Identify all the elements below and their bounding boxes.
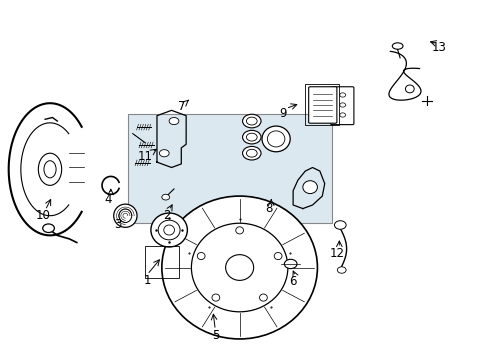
- Text: 13: 13: [431, 41, 446, 54]
- FancyBboxPatch shape: [330, 87, 353, 125]
- Text: 2: 2: [163, 209, 170, 222]
- FancyBboxPatch shape: [308, 87, 336, 123]
- Circle shape: [169, 117, 179, 125]
- Text: 8: 8: [264, 202, 272, 215]
- Text: 9: 9: [279, 107, 286, 120]
- Ellipse shape: [211, 294, 219, 301]
- Ellipse shape: [235, 227, 243, 234]
- Text: 5: 5: [211, 329, 219, 342]
- Ellipse shape: [246, 149, 257, 157]
- Ellipse shape: [197, 252, 204, 260]
- Circle shape: [334, 221, 346, 229]
- Circle shape: [339, 93, 345, 97]
- Ellipse shape: [225, 255, 253, 280]
- Ellipse shape: [405, 85, 413, 93]
- Text: 4: 4: [104, 193, 112, 206]
- Ellipse shape: [158, 220, 180, 240]
- Text: 11: 11: [137, 150, 152, 163]
- Ellipse shape: [44, 161, 56, 178]
- Ellipse shape: [191, 223, 287, 312]
- Circle shape: [284, 259, 296, 269]
- Text: 6: 6: [289, 275, 296, 288]
- Ellipse shape: [119, 209, 131, 222]
- Ellipse shape: [163, 225, 174, 235]
- Ellipse shape: [274, 252, 282, 260]
- Ellipse shape: [242, 130, 261, 144]
- Ellipse shape: [114, 204, 137, 227]
- Circle shape: [159, 150, 169, 157]
- Ellipse shape: [391, 43, 402, 49]
- Ellipse shape: [242, 114, 261, 128]
- Text: 1: 1: [143, 274, 151, 287]
- Ellipse shape: [246, 133, 257, 141]
- Circle shape: [339, 103, 345, 107]
- Ellipse shape: [162, 196, 317, 339]
- Ellipse shape: [246, 117, 257, 125]
- Circle shape: [162, 194, 169, 200]
- Ellipse shape: [151, 213, 187, 247]
- Text: 10: 10: [35, 209, 50, 222]
- Text: 12: 12: [329, 247, 344, 260]
- Text: 7: 7: [177, 100, 184, 113]
- Ellipse shape: [267, 131, 285, 147]
- Ellipse shape: [262, 126, 289, 152]
- Ellipse shape: [302, 181, 317, 194]
- Ellipse shape: [242, 147, 261, 160]
- FancyBboxPatch shape: [127, 114, 331, 223]
- Circle shape: [42, 224, 54, 233]
- Ellipse shape: [259, 294, 267, 301]
- Ellipse shape: [38, 153, 61, 185]
- Text: 3: 3: [114, 218, 122, 231]
- Circle shape: [337, 267, 346, 273]
- Circle shape: [339, 113, 345, 117]
